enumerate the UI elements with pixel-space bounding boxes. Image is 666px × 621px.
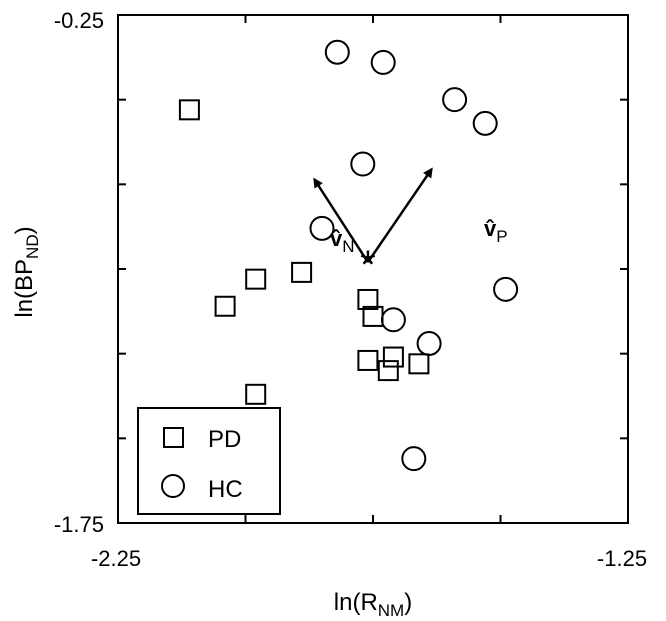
pd-point-1 [245, 383, 267, 405]
vector-n-hat: v̂ [330, 226, 343, 251]
vector-p-hat: v̂ [484, 216, 497, 241]
y-axis-label-close: ) [11, 226, 38, 234]
x-axis-label-sub: NM [378, 601, 404, 620]
x-tick-right: -1.25 [597, 546, 647, 571]
centroid-marker: * [360, 243, 376, 287]
hc-point-7 [416, 331, 442, 357]
pd-point-3 [245, 268, 267, 290]
pd-point-7 [357, 349, 379, 371]
y-axis-label-sub: ND [23, 234, 42, 259]
pd-point-10 [408, 353, 430, 375]
y-axis-label: ln(BPND) [11, 226, 42, 317]
vector-label-p: v̂P [484, 216, 508, 246]
hc-point-8 [493, 276, 519, 302]
vector-p-sub: P [496, 227, 507, 246]
hc-point-3 [472, 110, 498, 136]
legend-pd-label: PD [208, 426, 241, 453]
pd-point-5 [357, 288, 379, 310]
x-axis-label-main: ln(R [334, 589, 378, 616]
vector-label-n: v̂N [330, 226, 355, 256]
x-tick-left: -2.25 [91, 546, 141, 571]
y-tick-top: -0.25 [54, 8, 104, 33]
vector-n-sub: N [342, 237, 354, 256]
hc-point-6 [380, 307, 406, 333]
legend-box [137, 407, 281, 515]
vector-n-arrow [313, 177, 369, 263]
legend-hc-label: HC [208, 476, 243, 503]
hc-point-0 [324, 39, 350, 65]
pd-point-8 [382, 346, 404, 368]
vector-p-arrow [366, 167, 433, 263]
axis-ticks [118, 15, 628, 523]
y-axis-label-main: ln(BP [11, 259, 38, 318]
legend-pd-marker [163, 427, 184, 448]
hc-point-1 [370, 49, 396, 75]
pd-point-4 [291, 261, 313, 283]
legend-hc-marker [161, 474, 185, 498]
pd-point-9 [377, 360, 399, 382]
data-points [178, 39, 519, 472]
y-tick-bottom: -1.75 [54, 512, 104, 537]
pd-point-2 [214, 295, 236, 317]
hc-point-9 [401, 446, 427, 472]
hc-point-5 [309, 215, 335, 241]
pd-point-0 [178, 99, 200, 121]
direction-vectors [313, 167, 433, 263]
legend: PD HC [137, 407, 281, 515]
x-axis-label: ln(RNM) [334, 589, 412, 620]
x-axis-label-close: ) [404, 589, 412, 616]
hc-point-4 [350, 151, 376, 177]
hc-point-2 [442, 87, 468, 113]
